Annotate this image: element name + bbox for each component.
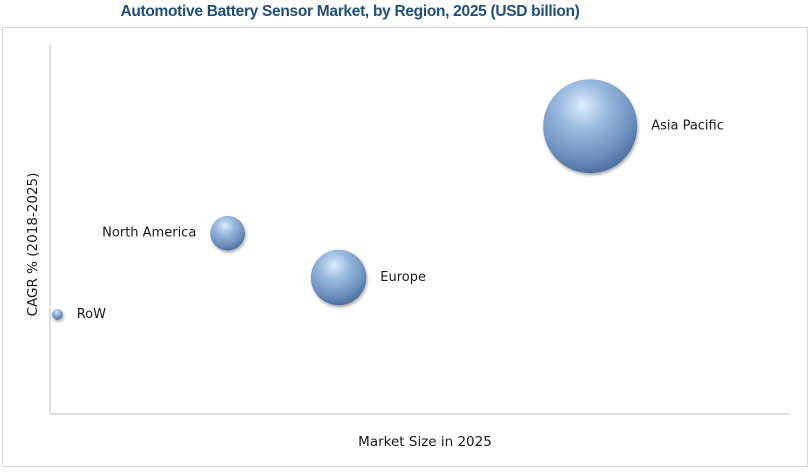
chart-title: Automotive Battery Sensor Market, by Reg… (120, 3, 580, 20)
axis-titles: Market Size in 2025 CAGR % (2018-2025) (25, 173, 492, 450)
label-row: RoW (77, 307, 106, 322)
y-axis-title: CAGR % (2018-2025) (25, 173, 41, 317)
bubbles (52, 79, 638, 320)
bubble-north-america (210, 215, 245, 251)
bubble-asia-pacific (543, 79, 638, 174)
bubble-labels: Asia Pacific North America Europe RoW (77, 119, 724, 322)
label-europe: Europe (380, 270, 426, 285)
x-axis-title: Market Size in 2025 (358, 434, 492, 450)
axes (49, 45, 790, 415)
label-north-america: North America (102, 226, 196, 241)
label-asia-pacific: Asia Pacific (651, 119, 724, 134)
chart-frame (2, 27, 808, 467)
bubble-europe (310, 249, 367, 306)
bubble-row (52, 309, 63, 320)
